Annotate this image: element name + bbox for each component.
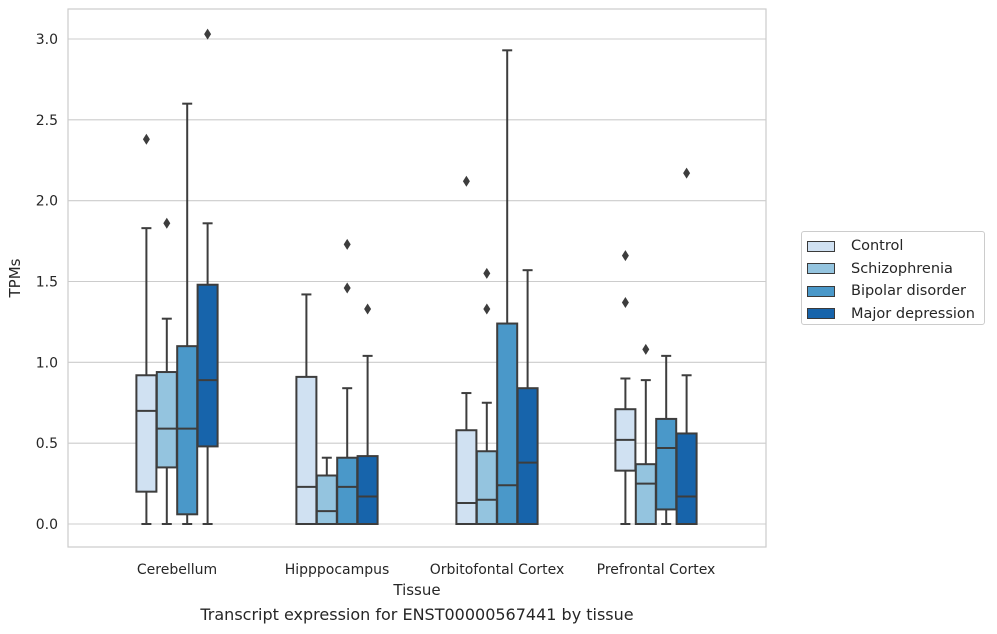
legend-label-major-depression: Major depression bbox=[851, 305, 975, 322]
chart-caption: Transcript expression for ENST0000056744… bbox=[200, 605, 634, 624]
x-tick-label: Hipppocampus bbox=[285, 562, 390, 578]
outlier-point bbox=[483, 303, 491, 315]
x-tick-label: Orbitofontal Cortex bbox=[430, 562, 565, 578]
x-axis-title: Tissue bbox=[392, 581, 440, 599]
box-iqr bbox=[336, 456, 359, 526]
outlier-point bbox=[483, 267, 491, 279]
legend-label-bipolar-disorder: Bipolar disorder bbox=[851, 283, 966, 300]
box-iqr bbox=[675, 432, 698, 526]
x-axis-ticks: Cerebellum Hipppocampus Orbitofontal Corte… bbox=[137, 562, 715, 578]
box-series bbox=[135, 28, 698, 526]
box-iqr bbox=[655, 417, 678, 511]
outlier-point bbox=[621, 297, 629, 309]
outlier-point bbox=[683, 167, 691, 179]
legend-item-major-depression: Major depression bbox=[807, 303, 984, 326]
y-tick-label: 3.0 bbox=[36, 32, 58, 48]
box-bipolar-disorder bbox=[336, 238, 359, 526]
y-tick-label: 1.5 bbox=[36, 275, 58, 291]
box-major-depression bbox=[675, 167, 698, 526]
box-schizophrenia bbox=[634, 343, 657, 525]
y-tick-label: 2.5 bbox=[36, 113, 58, 129]
y-tick-label: 2.0 bbox=[36, 194, 58, 210]
legend-item-control: Control bbox=[807, 235, 984, 258]
x-tick-label: Prefrontal Cortex bbox=[597, 562, 716, 578]
legend-swatch-control bbox=[807, 240, 835, 252]
legend-swatch-bipolar-disorder bbox=[807, 285, 835, 297]
outlier-point bbox=[142, 133, 150, 145]
y-tick-label: 1.0 bbox=[36, 355, 58, 371]
box-control bbox=[455, 175, 478, 526]
box-iqr bbox=[315, 474, 338, 525]
outlier-point bbox=[462, 175, 470, 187]
y-tick-label: 0.5 bbox=[36, 436, 58, 452]
box-control bbox=[295, 293, 318, 525]
box-control bbox=[135, 133, 158, 525]
box-iqr bbox=[634, 463, 657, 525]
outlier-point bbox=[364, 303, 372, 315]
box-major-depression bbox=[516, 269, 539, 526]
box-iqr bbox=[496, 322, 519, 525]
box-bipolar-disorder bbox=[176, 102, 199, 525]
box-iqr bbox=[516, 387, 539, 526]
box-major-depression bbox=[196, 28, 219, 525]
y-tick-label: 0.0 bbox=[36, 517, 58, 533]
box-iqr bbox=[356, 455, 379, 526]
outlier-point bbox=[343, 282, 351, 294]
y-axis-ticks: 0.0 0.5 1.0 1.5 2.0 2.5 3.0 bbox=[36, 32, 58, 533]
box-control bbox=[614, 250, 637, 525]
legend-swatch-major-depression bbox=[807, 308, 835, 320]
box-iqr bbox=[475, 450, 498, 525]
legend-label-control: Control bbox=[851, 238, 904, 255]
legend-item-schizophrenia: Schizophrenia bbox=[807, 258, 984, 281]
legend-swatch-schizophrenia bbox=[807, 263, 835, 275]
outlier-point bbox=[621, 250, 629, 262]
box-major-depression bbox=[356, 303, 379, 526]
box-iqr bbox=[135, 374, 158, 493]
box-iqr bbox=[455, 429, 478, 526]
box-iqr bbox=[176, 345, 199, 516]
legend-item-bipolar-disorder: Bipolar disorder bbox=[807, 280, 984, 303]
legend: Control Schizophrenia Bipolar disorder M… bbox=[801, 231, 985, 325]
box-bipolar-disorder bbox=[655, 354, 678, 525]
outlier-point bbox=[204, 28, 212, 40]
outlier-point bbox=[642, 343, 650, 355]
x-tick-label: Cerebellum bbox=[137, 562, 217, 578]
y-axis-title: TPMs bbox=[6, 258, 24, 298]
outlier-point bbox=[343, 238, 351, 250]
legend-label-schizophrenia: Schizophrenia bbox=[851, 260, 953, 277]
box-iqr bbox=[295, 375, 318, 525]
outlier-point bbox=[163, 217, 171, 229]
box-iqr bbox=[155, 371, 178, 469]
box-iqr bbox=[196, 283, 219, 448]
